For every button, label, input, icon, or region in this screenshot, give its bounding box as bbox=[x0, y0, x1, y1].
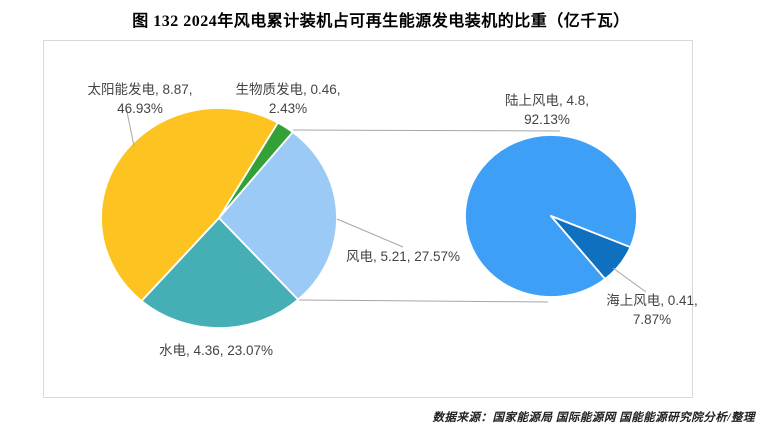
primary-pie-slice-solar bbox=[100, 107, 279, 302]
data-label-solar-line2: 46.93% bbox=[117, 101, 163, 116]
data-label-wind: 风电, 5.21, 27.57% bbox=[346, 247, 460, 266]
data-source-note: 数据来源：国家能源局 国际能源网 国能能源研究院分析/整理 bbox=[432, 412, 755, 424]
data-label-hydro-line1: 水电, 4.36, 23.07% bbox=[158, 343, 274, 358]
secondary-pie-slice-offshore bbox=[550, 215, 632, 280]
data-label-hydro: 水电, 4.36, 23.07% bbox=[159, 341, 273, 360]
data-label-onshore-line1: 陆上风电, 4.8, bbox=[504, 93, 590, 108]
primary-pie-slice-hydro bbox=[140, 217, 299, 329]
figure-title: 图 132 2024年风电累计装机占可再生能源发电装机的比重（亿千瓦） bbox=[132, 13, 630, 30]
data-label-biomass: 生物质发电, 0.46, 2.43% bbox=[235, 80, 340, 118]
data-label-offshore-wind: 海上风电, 0.41, 7.87% bbox=[606, 291, 698, 329]
leader-line-solar bbox=[125, 106, 135, 147]
series-connector-line-bottom bbox=[296, 299, 549, 303]
leader-line-offshore bbox=[612, 267, 647, 293]
data-label-onshore-wind: 陆上风电, 4.8, 92.13% bbox=[505, 91, 589, 129]
data-label-solar: 太阳能发电, 8.87, 46.93% bbox=[87, 80, 192, 118]
data-label-biomass-line1: 生物质发电, 0.46, bbox=[235, 82, 341, 97]
data-label-wind-line1: 风电, 5.21, 27.57% bbox=[345, 249, 461, 264]
leader-line-wind bbox=[336, 218, 404, 248]
series-connector-line-top bbox=[292, 129, 561, 132]
data-label-offshore-line1: 海上风电, 0.41, bbox=[606, 293, 698, 308]
data-label-offshore-line2: 7.87% bbox=[632, 312, 672, 327]
data-label-biomass-line2: 2.43% bbox=[268, 101, 308, 116]
primary-pie-slice-wind bbox=[218, 131, 338, 301]
data-label-solar-line1: 太阳能发电, 8.87, bbox=[87, 82, 193, 97]
data-label-onshore-line2: 92.13% bbox=[524, 112, 570, 127]
